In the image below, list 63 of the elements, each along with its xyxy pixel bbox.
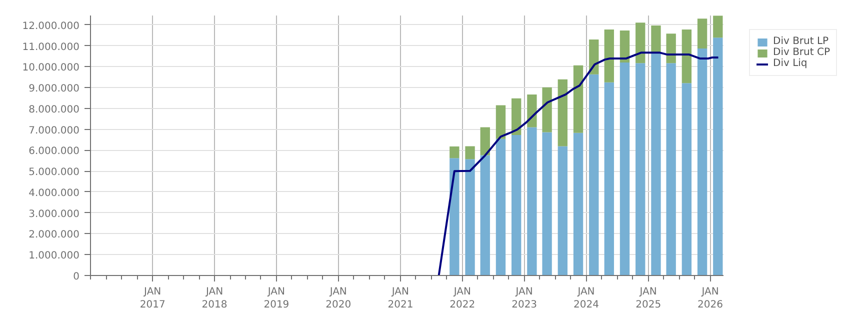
- y-tick-label: 3.000.000: [28, 208, 80, 220]
- bar: [558, 146, 568, 276]
- bar: [651, 26, 661, 53]
- y-tick-label: 8.000.000: [28, 104, 80, 116]
- bar: [496, 138, 506, 276]
- bar: [636, 22, 646, 64]
- bar: [604, 82, 614, 276]
- bar: [604, 29, 614, 82]
- bar: [512, 134, 522, 276]
- bar: [450, 158, 460, 276]
- legend-label: Div Liq: [773, 58, 808, 69]
- bar: [697, 48, 708, 276]
- bar: [558, 79, 568, 146]
- y-tick-label: 10.000.000: [22, 62, 80, 74]
- bar: [573, 132, 584, 276]
- y-tick-label: 6.000.000: [28, 146, 80, 158]
- bar: [713, 16, 723, 38]
- line-series: [438, 52, 720, 276]
- x-tick-label: JAN 2025: [636, 286, 662, 311]
- x-tick-label: JAN 2017: [140, 286, 166, 311]
- bar: [666, 34, 676, 64]
- bar: [542, 132, 552, 276]
- y-tick-label: 0: [73, 272, 80, 282]
- bar: [589, 40, 599, 74]
- bar: [713, 38, 723, 276]
- bar: [527, 94, 537, 128]
- bar: [636, 63, 646, 276]
- y-tick-label: 9.000.000: [28, 84, 80, 95]
- x-tick-label: JAN 2022: [450, 286, 476, 311]
- y-tick-label: 7.000.000: [28, 125, 80, 136]
- legend-label: Div Brut LP: [773, 36, 829, 47]
- bar: [620, 62, 630, 276]
- bar: [512, 98, 522, 135]
- y-tick-label: 11.000.000: [22, 42, 80, 53]
- bar: [666, 63, 676, 276]
- x-tick-label: JAN 2020: [326, 286, 352, 311]
- bar: [682, 29, 692, 84]
- bar: [527, 127, 537, 276]
- bar: [496, 105, 506, 139]
- bar: [620, 30, 630, 62]
- bar: [450, 146, 460, 158]
- legend-label: Div Brut CP: [773, 47, 830, 58]
- bar: [682, 83, 692, 276]
- bar: [573, 65, 584, 133]
- y-tick-label: 2.000.000: [28, 230, 80, 241]
- x-tick-label: JAN 2019: [264, 286, 290, 311]
- bar: [465, 159, 475, 276]
- bar: [480, 127, 490, 156]
- bar: [651, 52, 661, 276]
- x-tick-label: JAN 2024: [574, 286, 599, 311]
- bar: [697, 18, 708, 48]
- bar: [542, 87, 552, 132]
- x-tick-label: JAN 2018: [202, 286, 228, 311]
- y-tick-label: 5.000.000: [28, 167, 80, 178]
- bar: [465, 146, 475, 160]
- x-tick-label: JAN 2023: [512, 286, 538, 311]
- y-tick-label: 4.000.000: [28, 188, 80, 199]
- y-tick-label: 12.000.000: [22, 20, 80, 32]
- x-tick-label: JAN 2026: [698, 286, 723, 311]
- bar: [480, 155, 490, 276]
- bar: [589, 74, 599, 276]
- y-tick-label: 1.000.000: [28, 250, 80, 262]
- x-tick-label: JAN 2021: [388, 286, 414, 311]
